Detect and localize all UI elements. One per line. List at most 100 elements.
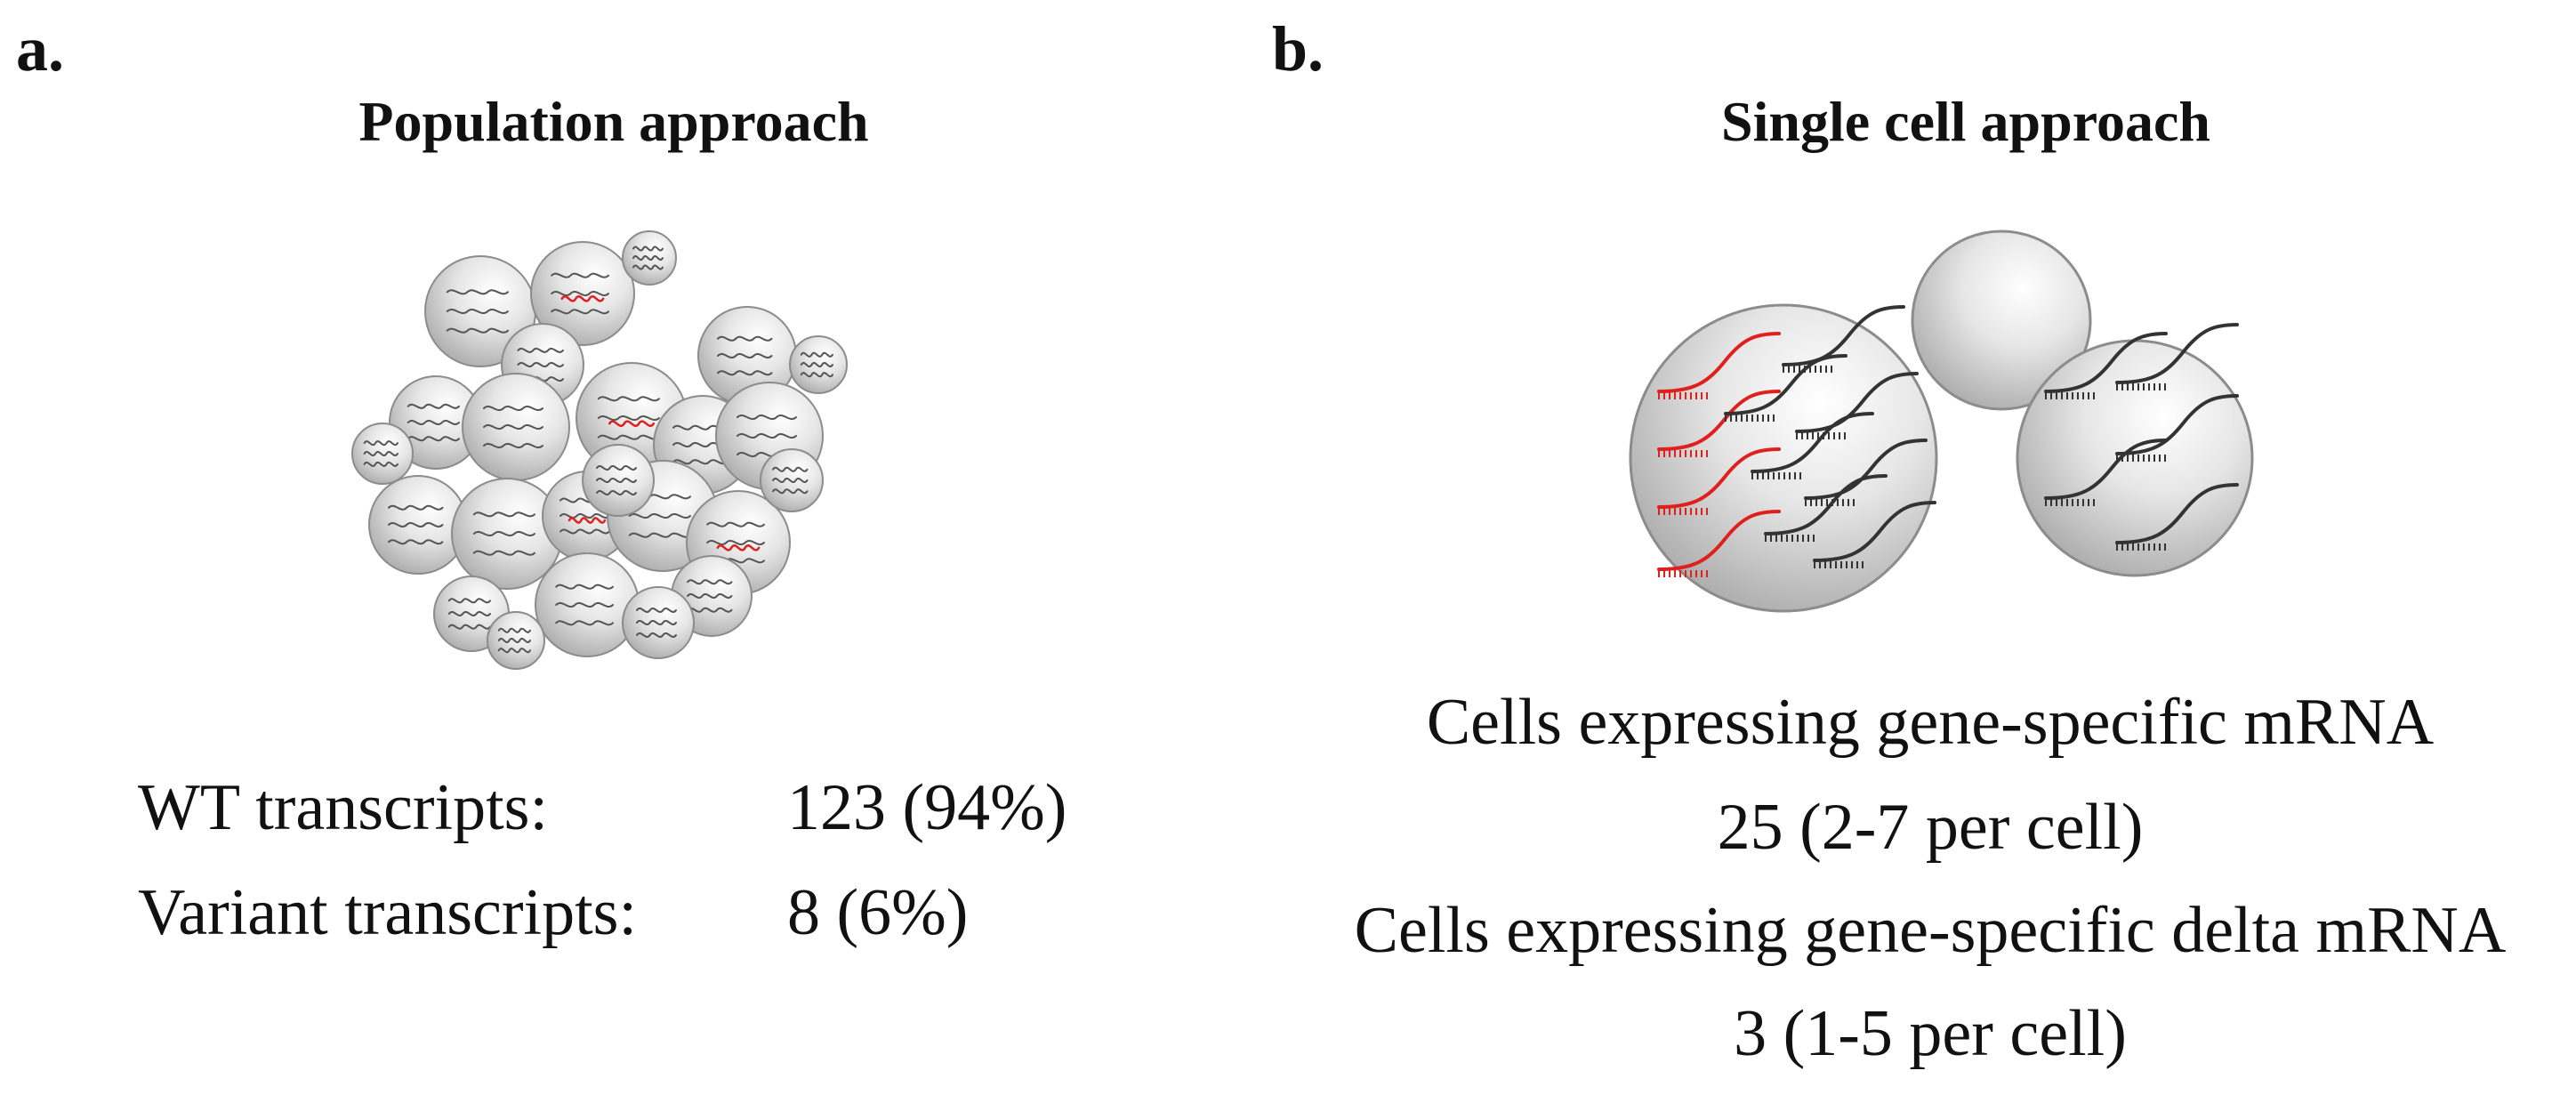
transcript-squiggle: [551, 291, 609, 296]
transcript-squiggle: [446, 289, 509, 295]
wt-transcript: [2044, 439, 2168, 500]
variant-transcript: [1657, 332, 1781, 393]
transcript-squiggle: [555, 620, 614, 626]
transcript-squiggle: [596, 465, 637, 471]
transcript-squiggle: [636, 620, 677, 625]
transcript-squiggle: [517, 362, 564, 367]
transcript-squiggle: [388, 539, 444, 545]
transcript-squiggle: [706, 521, 765, 527]
cell-sphere: [582, 444, 655, 517]
transcript-squiggle: [717, 353, 773, 358]
panel-a-title: Population approach: [358, 90, 869, 153]
wt-transcript: [1751, 412, 1874, 473]
transcript-squiggle: [407, 420, 460, 425]
transcript-squiggle: [772, 478, 809, 483]
panel-b-title: Single cell approach: [1721, 90, 2210, 153]
transcript-squiggle: [636, 608, 677, 613]
wt-transcript: [1782, 305, 1905, 366]
wt-transcript: [2115, 394, 2239, 455]
cell-sphere: [462, 373, 570, 481]
cells-expressing-mrna-count: 25 (2-7 per cell): [1717, 791, 2144, 864]
transcript-squiggle: [800, 372, 833, 378]
transcript-squiggle: [737, 433, 797, 439]
transcript-squiggle: [363, 440, 398, 447]
transcript-squiggle: [497, 648, 531, 654]
wt-transcript: [2044, 332, 2168, 393]
transcript-squiggle: [446, 327, 509, 334]
transcript-squiggle: [497, 638, 531, 643]
panel-a-label: a.: [16, 13, 64, 85]
transcript-squiggle: [483, 443, 543, 448]
transcript-squiggle: [772, 488, 809, 495]
transcript-squiggle: [737, 415, 797, 420]
transcript-squiggle: [597, 434, 660, 440]
transcript-squiggle: [447, 598, 491, 604]
transcript-squiggle: [517, 347, 564, 353]
transcript-squiggle: [407, 436, 460, 442]
cells-expressing-mrna-label: Cells expressing gene-specific mRNA: [1426, 686, 2435, 759]
transcript-squiggle: [483, 424, 543, 430]
cell-sphere: [530, 241, 635, 346]
variant-transcript: [1657, 447, 1781, 509]
transcript-squiggle: [407, 403, 460, 409]
wt-transcript: [1795, 372, 1919, 433]
transcript-squiggle: [706, 540, 765, 545]
transcript-squiggle: [446, 309, 509, 314]
transcript-squiggle: [672, 459, 729, 465]
wt-transcript: [1804, 439, 1928, 500]
transcript-squiggle: [636, 632, 677, 638]
wt-transcripts-value: 123 (94%): [787, 771, 1067, 844]
transcript-squiggle: [632, 255, 664, 261]
transcript-squiggle: [597, 396, 660, 402]
transcript-squiggle: [772, 466, 809, 472]
transcript-squiggle: [597, 415, 660, 421]
variant-transcripts-label: Variant transcripts:: [138, 876, 637, 949]
transcript-squiggle: [447, 611, 491, 616]
transcript-squiggle: [555, 584, 614, 590]
transcript-squiggle: [472, 511, 535, 518]
cell-population-cluster: [351, 230, 848, 670]
cell-sphere: [535, 552, 640, 657]
transcript-squiggle: [628, 513, 691, 519]
transcript-squiggle: [800, 362, 833, 367]
transcript-squiggle: [559, 528, 610, 535]
cell-sphere: [487, 611, 545, 670]
variant-transcript: [1657, 510, 1781, 571]
transcript-squiggle: [596, 490, 637, 495]
transcript-squiggle: [363, 461, 398, 467]
single-cells-illustration: [1629, 229, 2254, 613]
transcript-squiggle: [800, 351, 833, 358]
wt-transcript: [2115, 323, 2239, 384]
transcript-squiggle: [559, 513, 610, 519]
transcript-squiggle: [551, 272, 609, 278]
empty-cell: [1911, 229, 2092, 411]
cell-with-variant: [1629, 303, 1938, 613]
transcript-squiggle: [497, 627, 531, 633]
variant-transcript-squiggle: [716, 544, 761, 552]
transcript-squiggle: [687, 607, 733, 613]
transcript-squiggle: [628, 532, 691, 538]
variant-transcript-squiggle: [560, 295, 605, 302]
wt-transcripts-label: WT transcripts:: [138, 771, 549, 844]
transcript-squiggle: [388, 522, 444, 527]
transcript-squiggle: [472, 550, 535, 556]
transcript-squiggle: [388, 504, 444, 511]
panel-b-label: b.: [1272, 13, 1324, 85]
variant-transcript-squiggle: [568, 517, 607, 524]
transcript-squiggle: [363, 451, 398, 456]
cells-expressing-delta-mrna-label: Cells expressing gene-specific delta mRN…: [1354, 894, 2507, 967]
transcript-squiggle: [483, 406, 543, 411]
variant-transcript-squiggle: [608, 420, 656, 427]
cells-expressing-delta-mrna-count: 3 (1-5 per cell): [1734, 997, 2127, 1070]
transcript-squiggle: [632, 264, 664, 270]
transcript-squiggle: [596, 478, 637, 483]
cell-sphere: [622, 230, 677, 286]
transcript-squiggle: [551, 309, 609, 315]
cell-sphere: [622, 586, 695, 659]
transcript-squiggle: [687, 593, 733, 599]
cell-sphere: [789, 335, 848, 394]
transcript-squiggle: [555, 602, 614, 608]
variant-transcripts-value: 8 (6%): [787, 876, 969, 949]
transcript-squiggle: [447, 624, 491, 630]
transcript-squiggle: [472, 531, 535, 536]
